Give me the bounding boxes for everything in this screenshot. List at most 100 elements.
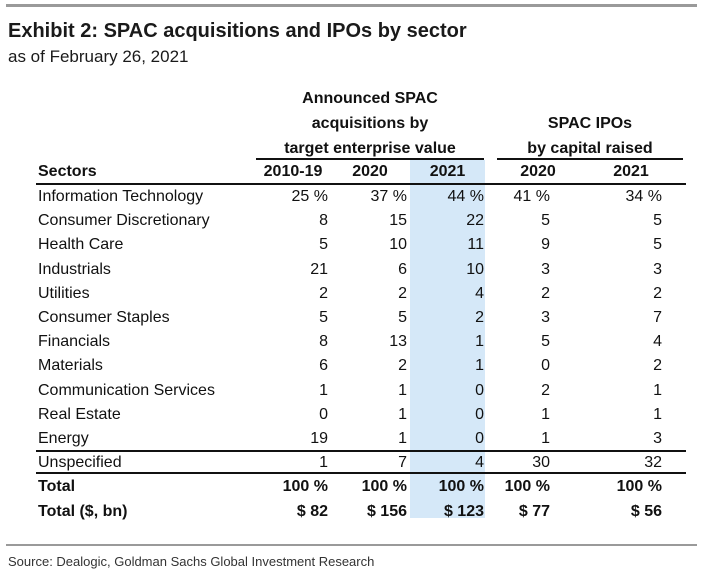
cell-acq-2020: 13 [389,333,407,351]
table-row: Information Technology 25 % 37 % 44 % 41 % 34… [0,185,705,209]
group-header-line: by capital raised [527,140,653,157]
sector-label: Consumer Staples [38,309,170,326]
table-row: Materials 6 2 1 0 2 [0,354,705,378]
sectors-header: Sectors [38,163,97,180]
sector-label: Real Estate [38,405,121,423]
cell-acq-2020: 15 [389,212,407,230]
subtotal-rule-top [36,450,686,452]
cell-ipo-2020: $ 77 [518,502,550,520]
exhibit-subtitle: as of February 26, 2021 [8,47,189,66]
cell-ipo-2021: 32 [644,454,662,472]
table-row: Consumer Discretionary 8 15 22 5 5 [0,209,705,233]
cell-ipo-2020: 3 [541,309,550,326]
cell-acq-2020: 7 [398,454,407,472]
highlight-column-2021 [410,160,485,518]
cell-2010-19: 5 [319,309,328,326]
cell-2010-19: 25 % [291,188,328,205]
cell-2010-19: 8 [319,333,328,351]
cell-ipo-2021: 3 [653,260,662,278]
top-divider [6,4,697,7]
cell-acq-2020: 2 [398,284,407,302]
cell-ipo-2020: 1 [541,430,550,447]
source-note: Source: Dealogic, Goldman Sachs Global I… [8,554,375,569]
cell-2010-19: 5 [319,236,328,254]
cell-acq-2021: 44 % [447,188,484,205]
group-header-line: acquisitions by [311,115,429,132]
cell-2010-19: 8 [319,212,328,230]
total-label: Total ($, bn) [38,502,128,520]
cell-ipo-2021: 7 [653,309,662,326]
cell-acq-2021: 0 [475,430,484,447]
cell-acq-2021: 11 [467,236,484,254]
cell-acq-2021: 4 [475,284,484,302]
cell-2010-19: 6 [319,357,328,375]
bottom-divider [6,544,697,546]
cell-acq-2020: 100 % [361,478,407,496]
cell-acq-2020: 5 [398,309,407,326]
cell-ipo-2020: 1 [541,405,550,423]
cell-acq-2020: $ 156 [366,502,407,520]
sector-label: Information Technology [38,188,204,205]
cell-acq-2020: 1 [398,405,407,423]
cell-ipo-2021: 5 [653,236,662,254]
group-underline-ipos [497,158,683,160]
cell-ipo-2021: 1 [653,381,662,399]
cell-acq-2020: 2 [398,357,407,375]
cell-ipo-2021: 5 [653,212,662,230]
col-header-acq-2021: 2021 [429,163,466,180]
sector-label: Energy [38,430,89,447]
table-row: Real Estate 0 1 0 1 1 [0,403,705,427]
cell-ipo-2021: 3 [653,430,662,447]
cell-acq-2020: 37 % [370,188,407,205]
cell-2010-19: 1 [319,454,328,472]
sector-label: Unspecified [38,454,122,472]
cell-ipo-2020: 100 % [504,478,550,496]
table-row: Communication Services 1 1 0 2 1 [0,379,705,403]
cell-ipo-2021: 1 [653,405,662,423]
col-header-acq-2020: 2020 [352,163,388,180]
cell-acq-2021: 2 [475,309,484,326]
cell-ipo-2021: 100 % [616,478,662,496]
cell-acq-2021: 10 [466,260,484,278]
group-header-line: Announced SPAC [302,90,438,107]
cell-acq-2021: 1 [475,357,484,375]
sector-label: Materials [38,357,103,375]
sector-label: Industrials [38,260,111,278]
total-row: Total 100 % 100 % 100 % 100 % 100 % [0,475,705,499]
cell-ipo-2020: 30 [532,454,550,472]
sector-label: Consumer Discretionary [38,212,210,230]
cell-acq-2020: 10 [389,236,407,254]
cell-2010-19: 1 [319,381,328,399]
cell-ipo-2020: 5 [541,212,550,230]
cell-2010-19: 100 % [282,478,328,496]
header-rule [36,183,686,185]
table-row: Industrials 21 6 10 3 3 [0,258,705,282]
cell-2010-19: 19 [310,430,328,447]
cell-ipo-2021: 2 [653,357,662,375]
cell-acq-2021: 22 [466,212,484,230]
cell-ipo-2021: 2 [653,284,662,302]
cell-ipo-2020: 5 [541,333,550,351]
sector-label: Utilities [38,284,90,302]
group-underline-acquisitions [256,158,484,160]
sector-label: Health Care [38,236,124,254]
cell-ipo-2020: 3 [541,260,550,278]
sector-label: Communication Services [38,381,215,399]
total-label: Total [38,478,76,496]
table-row: Energy 19 1 0 1 3 [0,427,705,451]
cell-ipo-2020: 9 [541,236,550,254]
cell-acq-2020: 1 [398,381,407,399]
cell-acq-2021: $ 123 [443,502,484,520]
cell-ipo-2020: 41 % [513,188,550,205]
table-row: Financials 8 13 1 5 4 [0,330,705,354]
cell-ipo-2021: $ 56 [630,502,662,520]
total-row: Total ($, bn) $ 82 $ 156 $ 123 $ 77 $ 56 [0,500,705,524]
cell-acq-2021: 4 [475,454,484,472]
cell-acq-2021: 100 % [438,478,484,496]
cell-2010-19: $ 82 [296,502,328,520]
col-header-2010-19: 2010-19 [263,163,323,180]
cell-2010-19: 2 [319,284,328,302]
cell-ipo-2021: 4 [653,333,662,351]
subtotal-rule-bottom [36,472,686,474]
group-header-ipos: SPAC IPOs by capital raised [497,111,683,161]
